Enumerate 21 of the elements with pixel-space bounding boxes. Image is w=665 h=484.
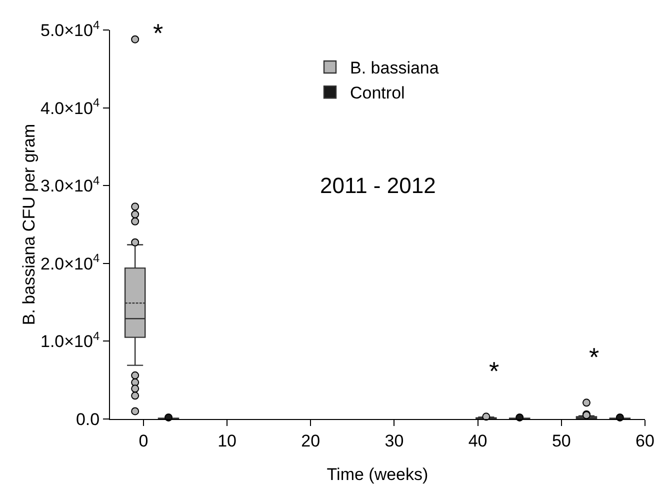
legend-label: B. bassiana [350, 58, 440, 78]
y-tick-label: 4.0×10$^{4}$ [40, 96, 100, 118]
y-tick-label: 1.0×10$^{4}$ [40, 329, 100, 352]
y-tick-label: 2.0×10$^{4}$ [40, 251, 100, 274]
y-tick-label: 0.0 [76, 410, 100, 429]
x-tick-label: 50 [552, 431, 571, 450]
x-tick-label: 10 [218, 431, 236, 450]
x-tick-label: 0 [138, 431, 148, 450]
x-tick-label: 30 [384, 431, 404, 450]
x-tick-label: 20 [301, 431, 320, 450]
y-axis-title: B. bassiana CFU per gram [19, 124, 38, 326]
annotation: * [589, 342, 600, 372]
y-tick-label: 5.0×10$^{4}$ [40, 18, 100, 40]
y-tick-label: 3.0×10$^{4}$ [40, 173, 100, 196]
x-axis-title: Time (weeks) [326, 465, 428, 484]
x-tick-label: 60 [636, 431, 654, 450]
annotation: * [489, 356, 500, 386]
annotation: * [153, 18, 164, 48]
legend-label: Control [350, 84, 405, 103]
annotation: 2011 - 2012 [320, 173, 436, 198]
x-tick-label: 40 [468, 431, 488, 450]
